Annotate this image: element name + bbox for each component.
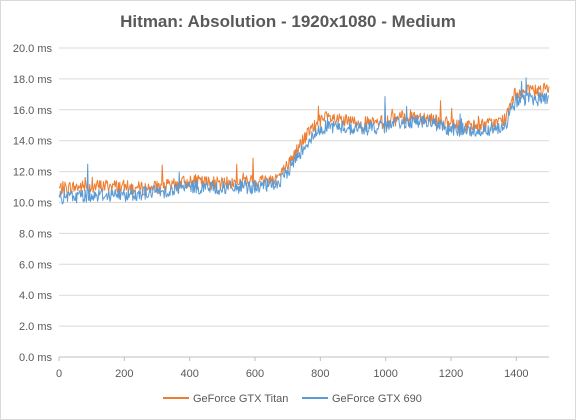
legend: GeForce GTX Titan GeForce GTX 690	[163, 393, 422, 405]
y-tick-label: 10.0 ms	[13, 198, 53, 210]
y-tick-label: 20.0 ms	[13, 43, 53, 55]
x-tick-label: 800	[311, 368, 329, 380]
series-lines	[58, 77, 550, 205]
chart-title: Hitman: Absolution - 1920x1080 - Medium	[120, 12, 456, 31]
y-tick-label: 16.0 ms	[13, 105, 53, 117]
y-axis-tick-labels: 0.0 ms 2.0 ms 4.0 ms 6.0 ms 8.0 ms 10.0 ms 12.…	[13, 43, 53, 364]
x-tick-label: 0	[56, 368, 62, 380]
grid-lines	[59, 47, 549, 358]
x-tick-label: 1200	[439, 368, 463, 380]
legend-label: GeForce GTX 690	[332, 393, 422, 405]
series-line-titan	[58, 82, 550, 196]
y-tick-label: 8.0 ms	[19, 228, 53, 240]
y-tick-label: 12.0 ms	[13, 167, 53, 179]
y-tick-label: 6.0 ms	[19, 259, 53, 271]
y-tick-label: 0.0 ms	[19, 352, 53, 364]
x-tick-label: 600	[246, 368, 264, 380]
y-tick-label: 4.0 ms	[19, 290, 53, 302]
y-tick-label: 14.0 ms	[13, 136, 53, 148]
x-axis-tick-labels: 0 200 400 600 800 1000 1200 1400	[56, 357, 529, 380]
x-tick-label: 200	[115, 368, 133, 380]
y-tick-label: 2.0 ms	[19, 321, 53, 333]
x-tick-label: 400	[180, 368, 198, 380]
series-line-gtx-690	[58, 77, 550, 205]
legend-label: GeForce GTX Titan	[193, 393, 288, 405]
x-tick-label: 1000	[373, 368, 397, 380]
x-tick-label: 1400	[504, 368, 528, 380]
y-tick-label: 18.0 ms	[13, 74, 53, 86]
